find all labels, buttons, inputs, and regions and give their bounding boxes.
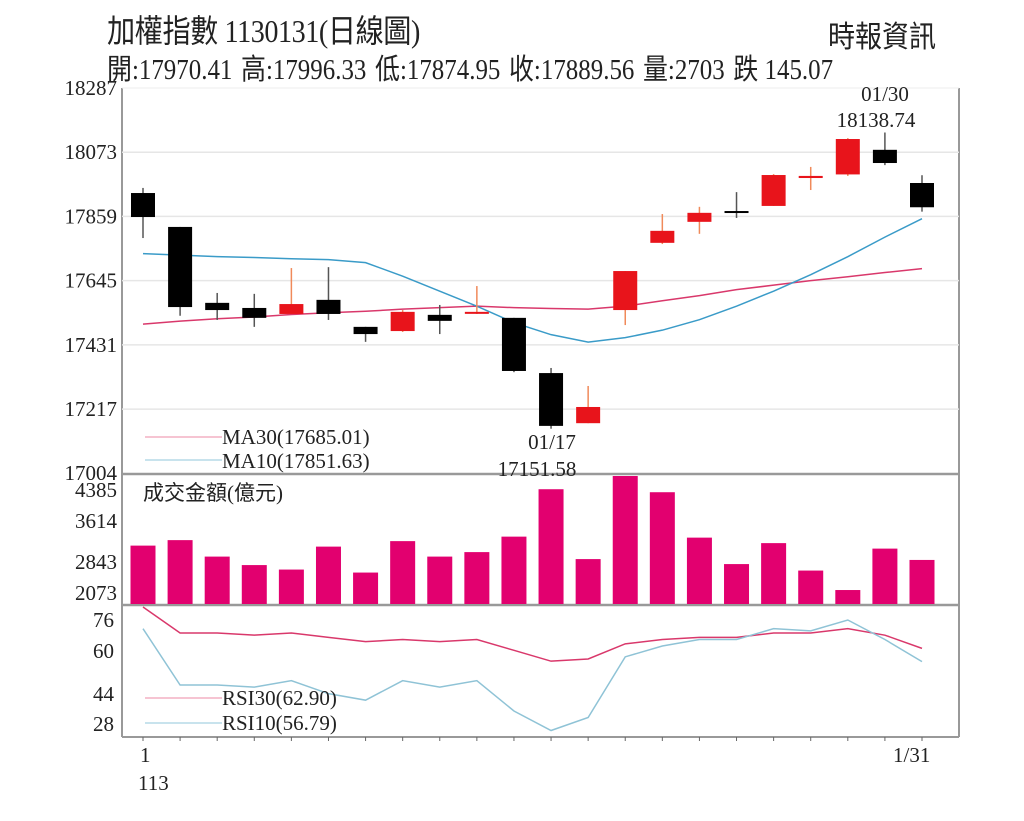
volume-bar	[130, 545, 156, 604]
volume-tick-label: 2843	[75, 550, 117, 574]
ma10-line	[142, 217, 923, 343]
x-end-label: 1/31	[893, 743, 930, 767]
volume-bar	[761, 543, 787, 604]
candle-down	[724, 211, 749, 214]
volume-bar	[204, 556, 230, 604]
volume-tick-label: 2073	[75, 581, 117, 605]
rsi30-legend: RSI30(62.90)	[222, 686, 337, 710]
volume-bar	[427, 556, 453, 604]
candle-up	[576, 406, 601, 424]
candle-down	[501, 317, 526, 371]
high-value-annotation: 18138.74	[837, 108, 916, 132]
rsi30-line	[142, 606, 923, 662]
high-value: 高:17996.33	[240, 54, 367, 86]
volume-bar	[835, 590, 861, 604]
volume-bar	[575, 559, 601, 604]
open-value: 開:17970.41	[107, 54, 233, 86]
price-tick-label: 18073	[65, 140, 118, 164]
volume-bar	[167, 540, 193, 604]
candlesticks	[131, 132, 934, 429]
price-tick-label: 17217	[65, 397, 118, 421]
chart-title: 加權指數 1130131(日線圖)	[107, 13, 420, 49]
rsi-tick-label: 44	[93, 682, 115, 706]
rsi-tick-label: 28	[93, 712, 114, 736]
candle-up	[464, 311, 489, 314]
candle-down	[539, 373, 564, 426]
candle-down	[353, 326, 378, 335]
volume-bar	[501, 536, 527, 604]
price-gridlines	[122, 151, 959, 410]
high-date-annotation: 01/30	[861, 82, 909, 106]
low-date-annotation: 01/17	[528, 430, 576, 454]
candle-up	[613, 271, 638, 311]
volume-bar	[538, 489, 564, 604]
volume-bar	[798, 570, 824, 604]
candle-down	[316, 299, 341, 314]
volume-tick-label: 3614	[75, 509, 118, 533]
low-value-annotation: 17151.58	[498, 457, 577, 481]
rsi-tick-label: 76	[93, 608, 114, 632]
ohlc-summary: 開:17970.41 高:17996.33 低:17874.95 收:17889.56…	[107, 46, 842, 88]
rsi-lines	[142, 606, 923, 732]
change-value: 跌 145.07	[733, 54, 834, 86]
candle-up	[279, 304, 304, 314]
candle-up	[687, 212, 712, 222]
candle-down	[168, 226, 193, 308]
price-tick-label: 17004	[65, 461, 118, 485]
volume-bars	[130, 476, 935, 604]
price-tick-label: 17431	[65, 333, 118, 357]
volume-bar	[649, 492, 675, 604]
candle-down	[205, 302, 230, 311]
rsi10-line	[142, 619, 923, 732]
candle-down	[910, 183, 934, 208]
candle-up	[835, 139, 860, 175]
source-label: 時報資訊	[828, 21, 936, 54]
price-tick-label: 17859	[65, 204, 118, 228]
volume-bar	[909, 559, 935, 604]
candle-down	[242, 307, 267, 318]
volume-bar	[241, 565, 267, 604]
candle-down	[872, 149, 897, 164]
volume-bar	[278, 569, 304, 604]
volume-title: 成交金額(億元)	[143, 481, 283, 505]
ma10-legend: MA10(17851.63)	[222, 449, 370, 473]
volume-bar	[353, 572, 379, 604]
rsi-axis: 76 60 44 28	[93, 608, 115, 736]
chart-frame	[121, 87, 960, 738]
volume-axis: 4385 3614 2843 2073	[75, 478, 118, 605]
volume-bar	[315, 546, 341, 604]
price-tick-label: 18287	[65, 76, 118, 100]
volume-bar	[464, 552, 490, 604]
x-start-label: 1	[140, 743, 151, 767]
candle-up	[390, 311, 415, 332]
price-axis: 18287 18073 17859 17645 17431 17217 17004	[65, 76, 118, 485]
price-tick-label: 17645	[65, 269, 118, 293]
rsi10-legend: RSI10(56.79)	[222, 711, 337, 735]
moving-average-lines	[142, 217, 923, 343]
volume-value: 量:2703	[642, 54, 725, 86]
x-year-label: 113	[138, 771, 169, 795]
volume-bar	[724, 564, 750, 604]
candle-down	[131, 193, 155, 218]
rsi-tick-label: 60	[93, 639, 114, 663]
volume-tick-label: 4385	[75, 478, 117, 502]
volume-bar	[612, 476, 638, 604]
candle-up	[650, 230, 675, 243]
x-axis	[142, 737, 923, 741]
close-value: 收:17889.56	[508, 54, 635, 86]
candle-up	[798, 175, 823, 179]
volume-bar	[390, 541, 416, 604]
volume-bar	[872, 548, 898, 604]
candle-down	[427, 314, 452, 321]
ma30-legend: MA30(17685.01)	[222, 425, 370, 449]
candle-up	[761, 175, 786, 206]
low-value: 低:17874.95	[374, 54, 501, 86]
volume-bar	[686, 537, 712, 604]
